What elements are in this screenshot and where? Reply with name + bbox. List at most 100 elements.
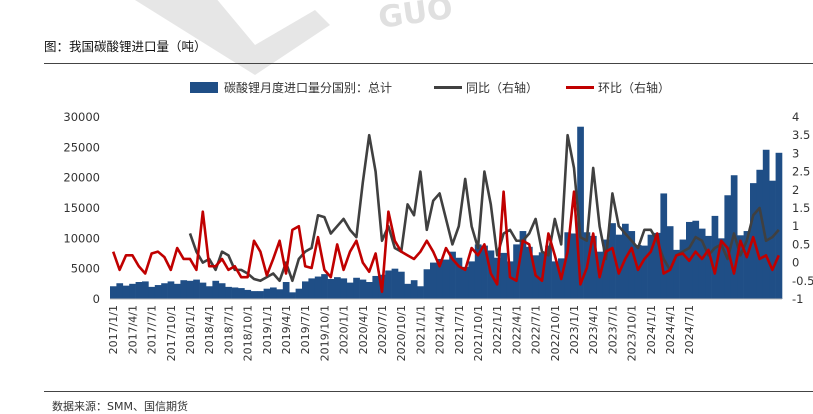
bar bbox=[135, 282, 143, 299]
y-right-tick-label: 1 bbox=[792, 219, 799, 233]
bar bbox=[180, 280, 188, 299]
bar bbox=[334, 277, 341, 299]
bar bbox=[122, 285, 130, 299]
x-tick-label: 2019/4/1 bbox=[280, 305, 293, 354]
bar bbox=[225, 286, 232, 299]
bar bbox=[519, 231, 527, 299]
bar bbox=[244, 289, 252, 299]
bar bbox=[404, 283, 412, 299]
y-left-tick-label: 25000 bbox=[63, 140, 100, 154]
x-tick-label: 2020/1/1 bbox=[338, 305, 351, 354]
bar bbox=[756, 169, 764, 299]
chart: 碳酸锂月度进口量分国别：总计 同比（右轴） 环比（右轴） 0 5000 10000 1… bbox=[63, 80, 813, 361]
bar bbox=[654, 232, 661, 299]
bar bbox=[718, 238, 725, 299]
bar bbox=[308, 278, 316, 299]
bar bbox=[257, 291, 264, 299]
bar bbox=[430, 262, 437, 299]
bar bbox=[628, 231, 636, 299]
bottom-rule bbox=[44, 391, 813, 392]
watermark-shape bbox=[135, 0, 330, 75]
bar bbox=[116, 283, 124, 299]
x-tick-label: 2020/4/1 bbox=[357, 305, 370, 354]
bar bbox=[500, 252, 508, 299]
bar bbox=[769, 180, 776, 299]
line-series bbox=[111, 133, 780, 294]
bar bbox=[238, 288, 245, 299]
bar bbox=[462, 266, 469, 299]
legend-label-bar: 碳酸锂月度进口量分国别：总计 bbox=[224, 80, 392, 95]
bar bbox=[692, 220, 700, 299]
x-tick-label: 2020/7/1 bbox=[376, 305, 389, 354]
bar bbox=[481, 245, 488, 299]
x-tick-label: 2023/10/1 bbox=[626, 305, 639, 361]
bar bbox=[372, 275, 380, 299]
bar bbox=[698, 228, 706, 299]
bar bbox=[455, 257, 463, 299]
x-tick-label: 2022/4/1 bbox=[510, 305, 523, 354]
y-right-tick-label: 2.5 bbox=[792, 165, 810, 179]
y-left-tick-label: 5000 bbox=[71, 262, 100, 276]
bar bbox=[590, 235, 597, 299]
y-left-tick-label: 20000 bbox=[63, 171, 100, 185]
bar bbox=[545, 245, 552, 299]
bar bbox=[276, 289, 284, 299]
bar bbox=[212, 280, 220, 299]
bar bbox=[340, 278, 348, 299]
bar bbox=[609, 223, 616, 299]
y-right-tick-label: -0.5 bbox=[792, 274, 813, 288]
y-left-tick-label: 0 bbox=[93, 292, 100, 306]
bar bbox=[762, 149, 770, 299]
bar bbox=[641, 245, 648, 299]
x-tick-label: 2017/7/1 bbox=[146, 305, 159, 354]
bar bbox=[263, 288, 271, 299]
bar bbox=[602, 239, 610, 299]
x-tick-label: 2022/7/1 bbox=[530, 305, 543, 354]
x-tick-label: 2022/10/1 bbox=[549, 305, 562, 361]
x-tick-label: 2019/7/1 bbox=[299, 305, 312, 354]
bar-series bbox=[110, 126, 783, 300]
bar bbox=[353, 277, 360, 299]
x-tick-label: 2019/1/1 bbox=[261, 305, 274, 354]
x-tick-label: 2022/1/1 bbox=[491, 305, 504, 354]
bar bbox=[417, 286, 424, 299]
x-axis: 2017/1/1 2017/4/1 2017/7/1 2017/10/1 2018/1/… bbox=[107, 305, 696, 361]
bar bbox=[282, 282, 290, 299]
bar bbox=[526, 246, 533, 299]
bar bbox=[110, 286, 117, 299]
bar bbox=[570, 233, 578, 299]
y-right-tick-label: 0 bbox=[792, 256, 799, 270]
x-tick-label: 2023/1/1 bbox=[568, 305, 581, 354]
bar bbox=[270, 287, 277, 299]
x-tick-label: 2017/1/1 bbox=[107, 305, 120, 354]
bar bbox=[295, 288, 303, 299]
bar bbox=[174, 283, 181, 299]
x-tick-label: 2018/10/1 bbox=[242, 305, 255, 361]
y-axis-left: 0 5000 10000 15000 20000 25000 30000 bbox=[63, 110, 100, 306]
x-tick-label: 2017/4/1 bbox=[126, 305, 139, 354]
x-tick-label: 2019/10/1 bbox=[318, 305, 331, 361]
bar bbox=[410, 280, 418, 299]
bar bbox=[148, 286, 156, 299]
x-tick-label: 2021/4/1 bbox=[434, 305, 447, 354]
bar bbox=[161, 283, 168, 299]
bar bbox=[231, 287, 239, 299]
bar bbox=[206, 286, 213, 299]
figure-caption: 图：我国碳酸锂进口量（吨） bbox=[44, 39, 207, 54]
bar bbox=[673, 249, 680, 299]
bar bbox=[199, 282, 207, 299]
bar bbox=[474, 244, 482, 299]
x-tick-label: 2017/10/1 bbox=[165, 305, 178, 361]
bar bbox=[737, 235, 744, 299]
y-axis-right: -1 -0.5 0 0.5 1 1.5 2 2.5 3 3.5 4 bbox=[792, 110, 813, 306]
x-tick-label: 2024/1/1 bbox=[645, 305, 658, 354]
x-tick-label: 2018/1/1 bbox=[184, 305, 197, 354]
watermark: GUO bbox=[135, 0, 455, 75]
bar bbox=[346, 282, 354, 299]
bar bbox=[436, 258, 444, 299]
y-right-tick-label: 1.5 bbox=[792, 201, 810, 215]
bar bbox=[551, 261, 559, 299]
bar bbox=[449, 251, 456, 299]
x-tick-label: 2023/4/1 bbox=[587, 305, 600, 354]
bar bbox=[314, 276, 322, 299]
